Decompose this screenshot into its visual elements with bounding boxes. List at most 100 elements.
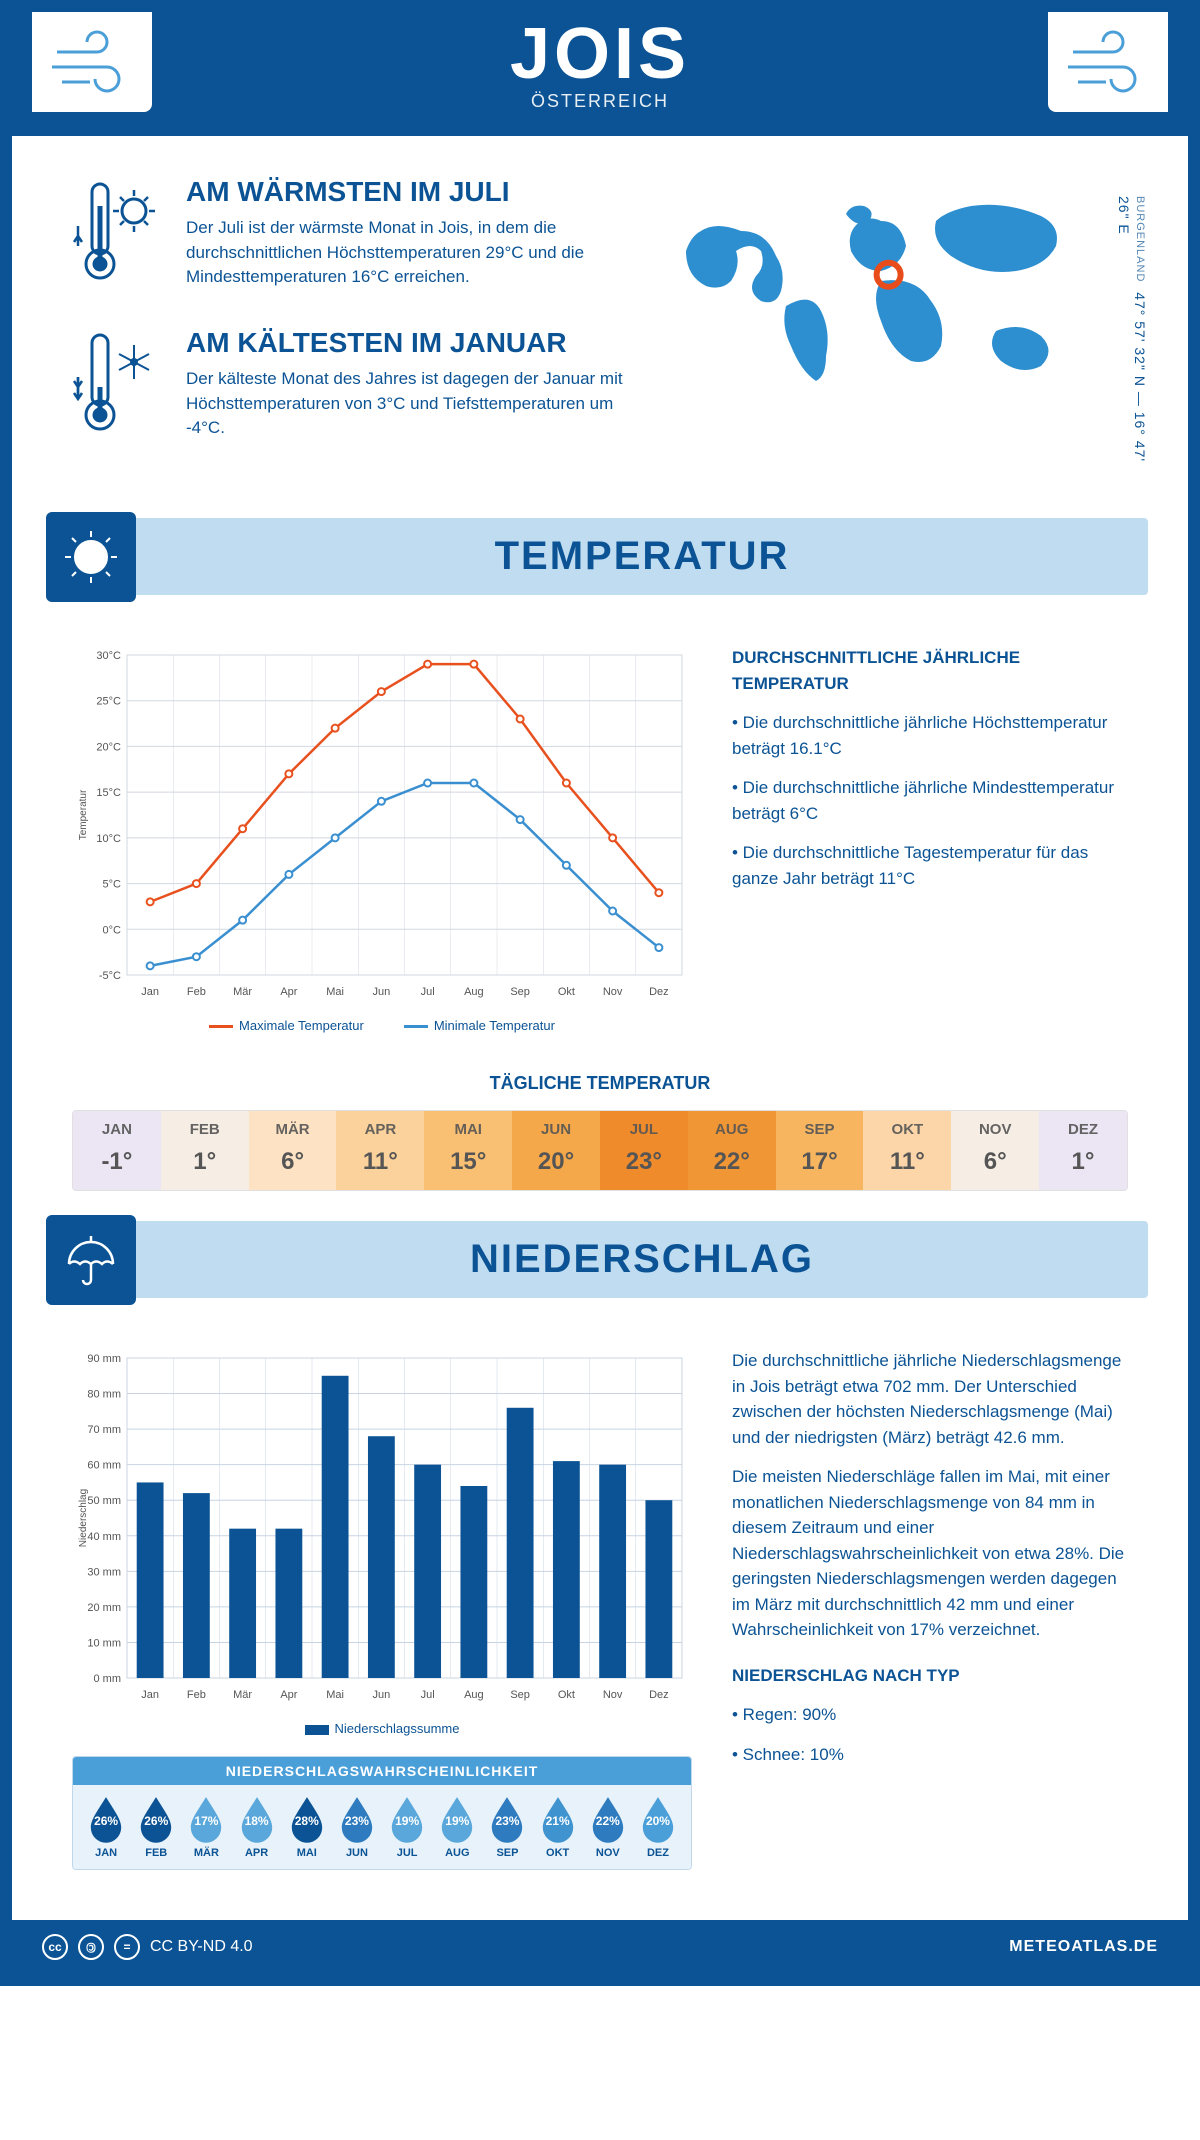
temperature-title: TEMPERATUR	[160, 534, 1124, 579]
site-name: METEOATLAS.DE	[1009, 1938, 1158, 1956]
svg-text:10 mm: 10 mm	[87, 1637, 121, 1649]
svg-text:Apr: Apr	[280, 986, 297, 998]
thermometer-hot-icon	[72, 176, 162, 291]
svg-text:70 mm: 70 mm	[87, 1424, 121, 1436]
precip-prob-cell: 21%OKT	[533, 1795, 583, 1859]
wind-icon-left	[32, 12, 152, 112]
footer: cc 🄯 = CC BY-ND 4.0 METEOATLAS.DE	[12, 1920, 1188, 1974]
svg-text:60 mm: 60 mm	[87, 1460, 121, 1472]
precip-summary: Die durchschnittliche jährliche Niedersc…	[732, 1348, 1128, 1890]
daily-temp-strip: JAN-1°FEB1°MÄR6°APR11°MAI15°JUN20°JUL23°…	[72, 1110, 1128, 1191]
svg-text:Nov: Nov	[603, 986, 623, 998]
svg-text:Nov: Nov	[603, 1689, 623, 1701]
world-map	[666, 176, 1086, 436]
daily-temp-cell: DEZ1°	[1039, 1111, 1127, 1190]
warmest-block: AM WÄRMSTEN IM JULI Der Juli ist der wär…	[72, 176, 626, 291]
svg-text:Feb: Feb	[187, 986, 206, 998]
precip-prob-cell: 26%JAN	[81, 1795, 131, 1859]
svg-text:30 mm: 30 mm	[87, 1566, 121, 1578]
precip-prob-cell: 28%MAI	[282, 1795, 332, 1859]
svg-text:20 mm: 20 mm	[87, 1602, 121, 1614]
svg-text:Aug: Aug	[464, 1689, 484, 1701]
svg-text:Mai: Mai	[326, 1689, 344, 1701]
svg-text:Niederschlag: Niederschlag	[78, 1489, 89, 1547]
svg-text:Dez: Dez	[649, 986, 669, 998]
daily-temp-cell: JUL23°	[600, 1111, 688, 1190]
svg-text:Temperatur: Temperatur	[78, 789, 89, 840]
svg-text:20°C: 20°C	[96, 741, 121, 753]
svg-text:5°C: 5°C	[103, 879, 122, 891]
svg-text:Sep: Sep	[510, 1689, 530, 1701]
license-text: CC BY-ND 4.0	[150, 1938, 253, 1956]
precip-prob-cell: 17%MÄR	[181, 1795, 231, 1859]
daily-temp-cell: AUG22°	[688, 1111, 776, 1190]
warmest-title: AM WÄRMSTEN IM JULI	[186, 176, 626, 208]
daily-temp-cell: OKT11°	[863, 1111, 951, 1190]
svg-text:25°C: 25°C	[96, 696, 121, 708]
svg-text:80 mm: 80 mm	[87, 1389, 121, 1401]
coldest-block: AM KÄLTESTEN IM JANUAR Der kälteste Mona…	[72, 327, 626, 442]
svg-text:Aug: Aug	[464, 986, 484, 998]
svg-text:30°C: 30°C	[96, 650, 121, 662]
svg-text:Jan: Jan	[141, 986, 159, 998]
svg-text:90 mm: 90 mm	[87, 1353, 121, 1365]
svg-text:-5°C: -5°C	[99, 970, 121, 982]
thermometer-cold-icon	[72, 327, 162, 442]
precip-prob-cell: 18%APR	[232, 1795, 282, 1859]
daily-temp-cell: SEP17°	[776, 1111, 864, 1190]
svg-text:Jan: Jan	[141, 1689, 159, 1701]
precip-prob-cell: 26%FEB	[131, 1795, 181, 1859]
svg-text:10°C: 10°C	[96, 833, 121, 845]
daily-temp-cell: MÄR6°	[249, 1111, 337, 1190]
svg-text:Mär: Mär	[233, 1689, 252, 1701]
temperature-line-chart: -5°C 0°C 5°C 10°C 15°C 20°C 25°C 30°C Jan Feb Mär A…	[72, 645, 692, 1005]
by-icon: 🄯	[78, 1934, 104, 1960]
wind-icon-right	[1048, 12, 1168, 112]
precip-prob-cell: 19%AUG	[432, 1795, 482, 1859]
precip-bar-chart: 0 mm 10 mm 20 mm 30 mm 40 mm 50 mm 60 mm 70 mm 8…	[72, 1348, 692, 1708]
nd-icon: =	[114, 1934, 140, 1960]
header: JOIS ÖSTERREICH	[12, 12, 1188, 136]
coldest-title: AM KÄLTESTEN IM JANUAR	[186, 327, 626, 359]
svg-text:0°C: 0°C	[103, 924, 122, 936]
precip-title: NIEDERSCHLAG	[160, 1237, 1124, 1282]
svg-text:40 mm: 40 mm	[87, 1531, 121, 1543]
intro-section: AM WÄRMSTEN IM JULI Der Juli ist der wär…	[12, 136, 1188, 498]
umbrella-icon	[46, 1215, 136, 1305]
precip-prob-cell: 19%JUL	[382, 1795, 432, 1859]
coordinates: BURGENLAND 47° 57' 32" N — 16° 47' 26" E	[1116, 196, 1148, 478]
precip-section-header: NIEDERSCHLAG	[52, 1221, 1148, 1298]
svg-text:Apr: Apr	[280, 1689, 297, 1701]
warmest-text: Der Juli ist der wärmste Monat in Jois, …	[186, 216, 626, 290]
svg-text:Mai: Mai	[326, 986, 344, 998]
precip-prob-cell: 20%DEZ	[633, 1795, 683, 1859]
svg-text:Okt: Okt	[558, 1689, 575, 1701]
svg-text:Jun: Jun	[373, 986, 391, 998]
svg-text:50 mm: 50 mm	[87, 1495, 121, 1507]
daily-temp-cell: FEB1°	[161, 1111, 249, 1190]
svg-text:Dez: Dez	[649, 1689, 669, 1701]
temperature-section-header: TEMPERATUR	[52, 518, 1148, 595]
svg-text:0 mm: 0 mm	[94, 1673, 122, 1685]
daily-temp-cell: JUN20°	[512, 1111, 600, 1190]
svg-text:Sep: Sep	[510, 986, 530, 998]
precip-probability-box: NIEDERSCHLAGSWAHRSCHEINLICHKEIT 26%JAN26…	[72, 1756, 692, 1870]
daily-temp-cell: APR11°	[336, 1111, 424, 1190]
svg-text:Jul: Jul	[421, 1689, 435, 1701]
svg-text:Feb: Feb	[187, 1689, 206, 1701]
cc-icon: cc	[42, 1934, 68, 1960]
svg-text:15°C: 15°C	[96, 787, 121, 799]
precip-prob-cell: 22%NOV	[583, 1795, 633, 1859]
sun-icon	[46, 512, 136, 602]
temperature-legend: Maximale Temperatur Minimale Temperatur	[72, 1018, 692, 1033]
daily-temp-cell: NOV6°	[951, 1111, 1039, 1190]
svg-text:Mär: Mär	[233, 986, 252, 998]
svg-text:Okt: Okt	[558, 986, 575, 998]
page-subtitle: ÖSTERREICH	[152, 91, 1048, 112]
precip-prob-cell: 23%SEP	[482, 1795, 532, 1859]
precip-legend: Niederschlagssumme	[72, 1721, 692, 1736]
svg-text:Jul: Jul	[421, 986, 435, 998]
coldest-text: Der kälteste Monat des Jahres ist dagege…	[186, 367, 626, 441]
precip-prob-title: NIEDERSCHLAGSWAHRSCHEINLICHKEIT	[73, 1757, 691, 1785]
page-title: JOIS	[152, 13, 1048, 95]
